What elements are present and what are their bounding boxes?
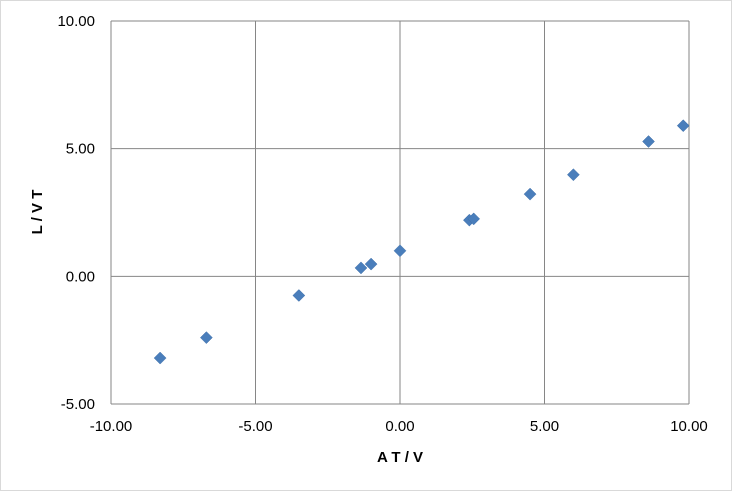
- y-tick-labels: -5.00 0.00 5.00 10.00: [57, 13, 95, 413]
- data-point-marker: [642, 135, 655, 148]
- data-point-marker: [393, 244, 407, 258]
- data-point-marker: [200, 331, 213, 344]
- x-tick-label: 0.00: [385, 418, 414, 435]
- y-tick-label: 10.00: [57, 13, 95, 30]
- data-point-marker: [676, 119, 690, 133]
- data-point-marker: [354, 261, 368, 275]
- y-tick-label: -5.00: [61, 396, 95, 413]
- data-point-marker: [467, 212, 481, 226]
- data-points: [153, 119, 690, 365]
- x-axis-title: A T / V: [377, 449, 423, 466]
- y-tick-label: 5.00: [66, 141, 95, 158]
- data-point-marker: [292, 289, 306, 302]
- x-tick-label: 5.00: [530, 418, 559, 435]
- x-tick-label: -5.00: [238, 418, 272, 435]
- data-point-marker: [364, 257, 378, 271]
- data-point-marker: [153, 351, 167, 365]
- y-tick-label: 0.00: [66, 268, 95, 285]
- y-axis-title: L / V T: [29, 190, 46, 235]
- data-point-marker: [567, 168, 580, 182]
- gridlines: [110, 20, 690, 405]
- x-tick-labels: -10.00 -5.00 0.00 5.00 10.00: [90, 418, 708, 435]
- x-tick-label: 10.00: [670, 418, 708, 435]
- x-tick-label: -10.00: [90, 418, 133, 435]
- data-point-marker: [523, 187, 537, 201]
